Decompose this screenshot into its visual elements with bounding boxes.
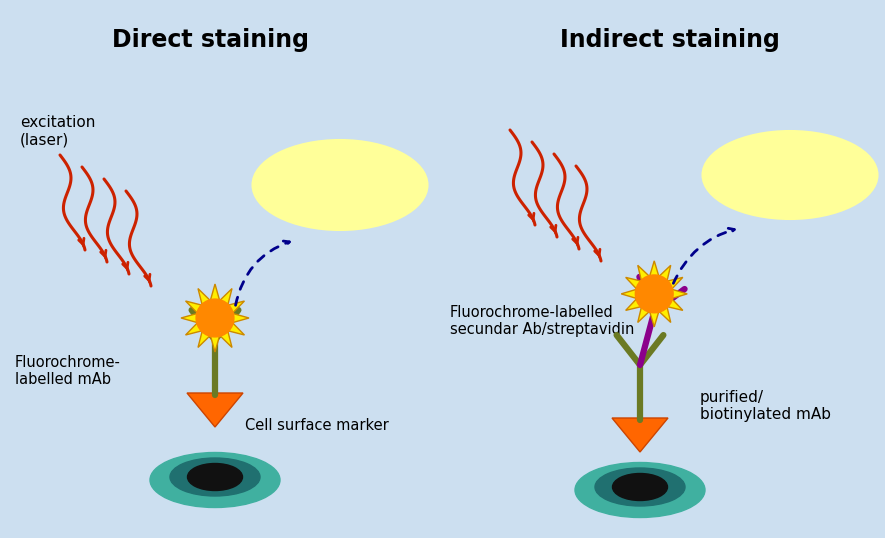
Text: excitation
(laser): excitation (laser) xyxy=(20,115,96,147)
Text: Fluorochrome-
labelled mAb: Fluorochrome- labelled mAb xyxy=(15,355,121,387)
Ellipse shape xyxy=(703,131,878,219)
Polygon shape xyxy=(612,418,668,452)
Text: emission
fluorescence: emission fluorescence xyxy=(280,166,400,204)
Ellipse shape xyxy=(595,468,685,506)
Text: Direct staining: Direct staining xyxy=(112,28,309,52)
Polygon shape xyxy=(187,393,243,427)
Text: Fluorochrome-labelled
secundar Ab/streptavidin: Fluorochrome-labelled secundar Ab/strept… xyxy=(450,305,635,337)
Ellipse shape xyxy=(612,473,667,500)
Circle shape xyxy=(635,275,673,313)
Ellipse shape xyxy=(188,464,242,491)
Ellipse shape xyxy=(252,140,427,230)
Text: emission
fluorescence: emission fluorescence xyxy=(730,155,850,194)
Circle shape xyxy=(196,299,234,337)
Text: purified/
biotinylated mAb: purified/ biotinylated mAb xyxy=(700,390,831,422)
Ellipse shape xyxy=(150,452,280,507)
Text: Indirect staining: Indirect staining xyxy=(560,28,780,52)
Text: Cell surface marker: Cell surface marker xyxy=(245,418,389,433)
Polygon shape xyxy=(181,284,249,352)
Ellipse shape xyxy=(575,463,705,518)
Polygon shape xyxy=(621,261,688,327)
Ellipse shape xyxy=(170,458,260,496)
